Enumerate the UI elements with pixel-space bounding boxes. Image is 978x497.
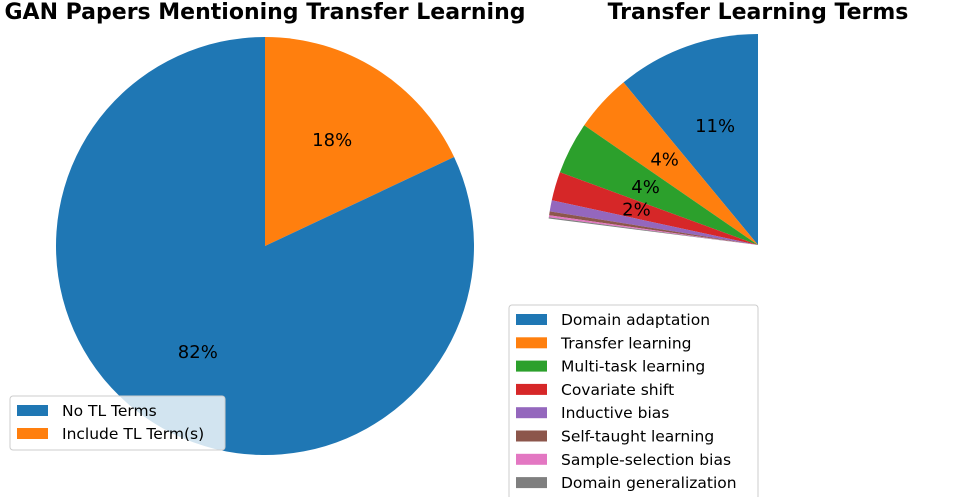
pct-label-no-tl-terms: 82% — [178, 342, 218, 363]
legend-swatch-no-tl-terms — [17, 405, 48, 416]
legend-swatch-domain-generalization — [516, 477, 547, 489]
pie-slice-domain-generalization — [548, 217, 758, 245]
pie-slice-include-tl-term-s — [265, 37, 455, 246]
legend-box — [508, 304, 759, 497]
legend-swatch-self-taught-learning — [516, 430, 547, 442]
pie-slices — [55, 37, 474, 456]
pie-percent-labels: 18% 82% — [178, 130, 352, 363]
pie-slice-self-taught-learning — [549, 211, 758, 245]
chart-title: GAN Papers Mentioning Transfer Learning — [4, 0, 525, 25]
pie-slice-inductive-bias — [549, 200, 758, 245]
legend-label-include-tl-term-s: Include TL Term(s) — [62, 425, 204, 443]
pie-slice-covariate-shift — [551, 172, 758, 245]
legend-box — [9, 395, 226, 451]
pct-label-include-tl-term-s: 18% — [312, 130, 352, 151]
pie-chart-tl-terms: Transfer Learning Terms 11%4%4%2% Domain… — [508, 0, 909, 497]
pct-label-domain-adaptation: 11% — [695, 116, 735, 137]
legend-label-domain-adaptation: Domain adaptation — [561, 311, 710, 329]
pie-slice-no-tl-terms — [55, 37, 474, 456]
legend-label-inductive-bias: Inductive bias — [561, 404, 669, 422]
legend-swatch-sample-selection-bias — [516, 453, 547, 465]
pie-chart-tl-mention: GAN Papers Mentioning Transfer Learning … — [4, 0, 526, 456]
pct-label-multi-task-learning: 4% — [631, 177, 660, 198]
pie-slices — [548, 34, 758, 245]
legend-swatch-inductive-bias — [516, 407, 547, 419]
pie-percent-labels: 11%4%4%2% — [622, 116, 735, 221]
legend-swatch-domain-adaptation — [516, 314, 547, 325]
legend-label-domain-generalization: Domain generalization — [561, 474, 737, 492]
legend-swatch-include-tl-term-s — [17, 428, 48, 439]
legend-label-multi-task-learning: Multi-task learning — [561, 358, 705, 376]
pct-label-covariate-shift: 2% — [622, 200, 651, 221]
pie-slice-sample-selection-bias — [548, 215, 758, 245]
legend: Domain adaptation Transfer learning Multi-… — [508, 304, 759, 497]
legend-swatch-covariate-shift — [516, 383, 547, 395]
pct-label-transfer-learning: 4% — [650, 150, 679, 171]
legend-label-no-tl-terms: No TL Terms — [62, 402, 157, 420]
legend: No TL Terms Include TL Term(s) — [9, 395, 226, 451]
pie-slice-domain-adaptation — [623, 34, 758, 245]
legend-label-self-taught-learning: Self-taught learning — [561, 428, 714, 446]
legend-label-transfer-learning: Transfer learning — [560, 334, 692, 352]
legend-label-covariate-shift: Covariate shift — [561, 381, 674, 399]
legend-swatch-multi-task-learning — [516, 360, 547, 372]
chart-title: Transfer Learning Terms — [608, 0, 909, 25]
legend-swatch-transfer-learning — [516, 337, 547, 349]
pie-slice-transfer-learning — [584, 82, 758, 245]
pie-slice-multi-task-learning — [559, 125, 758, 245]
legend-label-sample-selection-bias: Sample-selection bias — [561, 451, 731, 469]
